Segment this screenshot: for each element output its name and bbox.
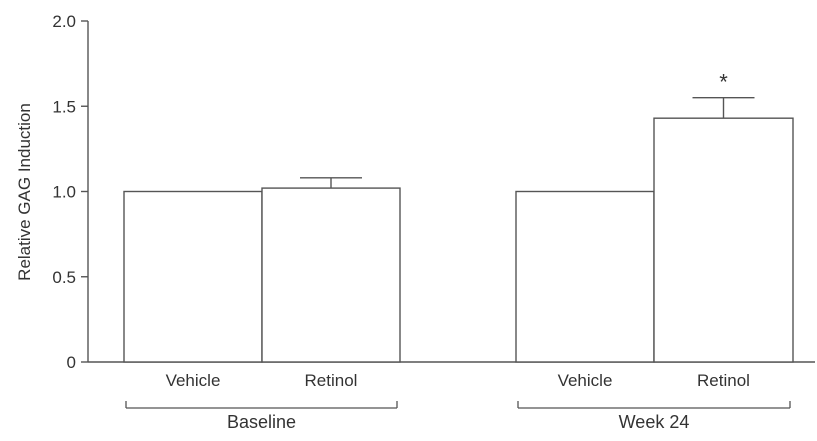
group-label: Week 24	[619, 412, 690, 432]
category-label: Retinol	[305, 371, 358, 390]
category-label: Vehicle	[558, 371, 613, 390]
y-tick-label: 2.0	[52, 12, 76, 31]
bar-baseline-vehicle	[123, 190, 263, 363]
group-brackets: Baseline Week 24	[125, 401, 791, 432]
bar-week-24-vehicle	[515, 190, 655, 363]
y-axis-label: Relative GAG Induction	[15, 103, 34, 281]
category-labels: Vehicle Retinol Vehicle Retinol	[166, 371, 750, 390]
significance-marker: *	[719, 70, 728, 95]
y-tick-label: 1.5	[52, 97, 76, 116]
bars: *	[123, 70, 794, 363]
y-axis: 0 0.5 1.0 1.5 2.0	[52, 12, 89, 372]
group-label: Baseline	[227, 412, 296, 432]
bar-baseline-retinol	[261, 187, 401, 363]
category-label: Vehicle	[166, 371, 221, 390]
bar-week-24-retinol	[653, 117, 794, 363]
category-label: Retinol	[697, 371, 750, 390]
y-tick-label: 0.5	[52, 268, 76, 287]
y-tick-label: 1.0	[52, 183, 76, 202]
y-tick-label: 0	[67, 353, 76, 372]
